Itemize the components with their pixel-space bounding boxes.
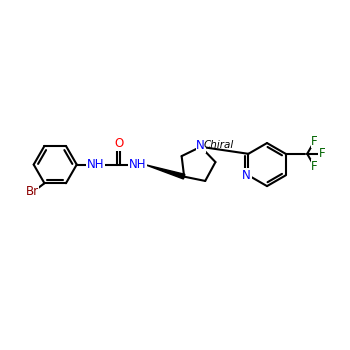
Text: O: O [114,137,123,150]
Text: Br: Br [26,186,39,198]
Text: F: F [311,135,318,148]
Text: N: N [242,169,251,182]
Polygon shape [145,164,185,179]
Text: F: F [311,160,318,173]
Text: Chiral: Chiral [203,140,233,150]
Text: N: N [196,139,205,152]
Text: F: F [318,147,325,160]
Text: NH: NH [87,158,105,171]
Text: NH: NH [129,158,146,171]
